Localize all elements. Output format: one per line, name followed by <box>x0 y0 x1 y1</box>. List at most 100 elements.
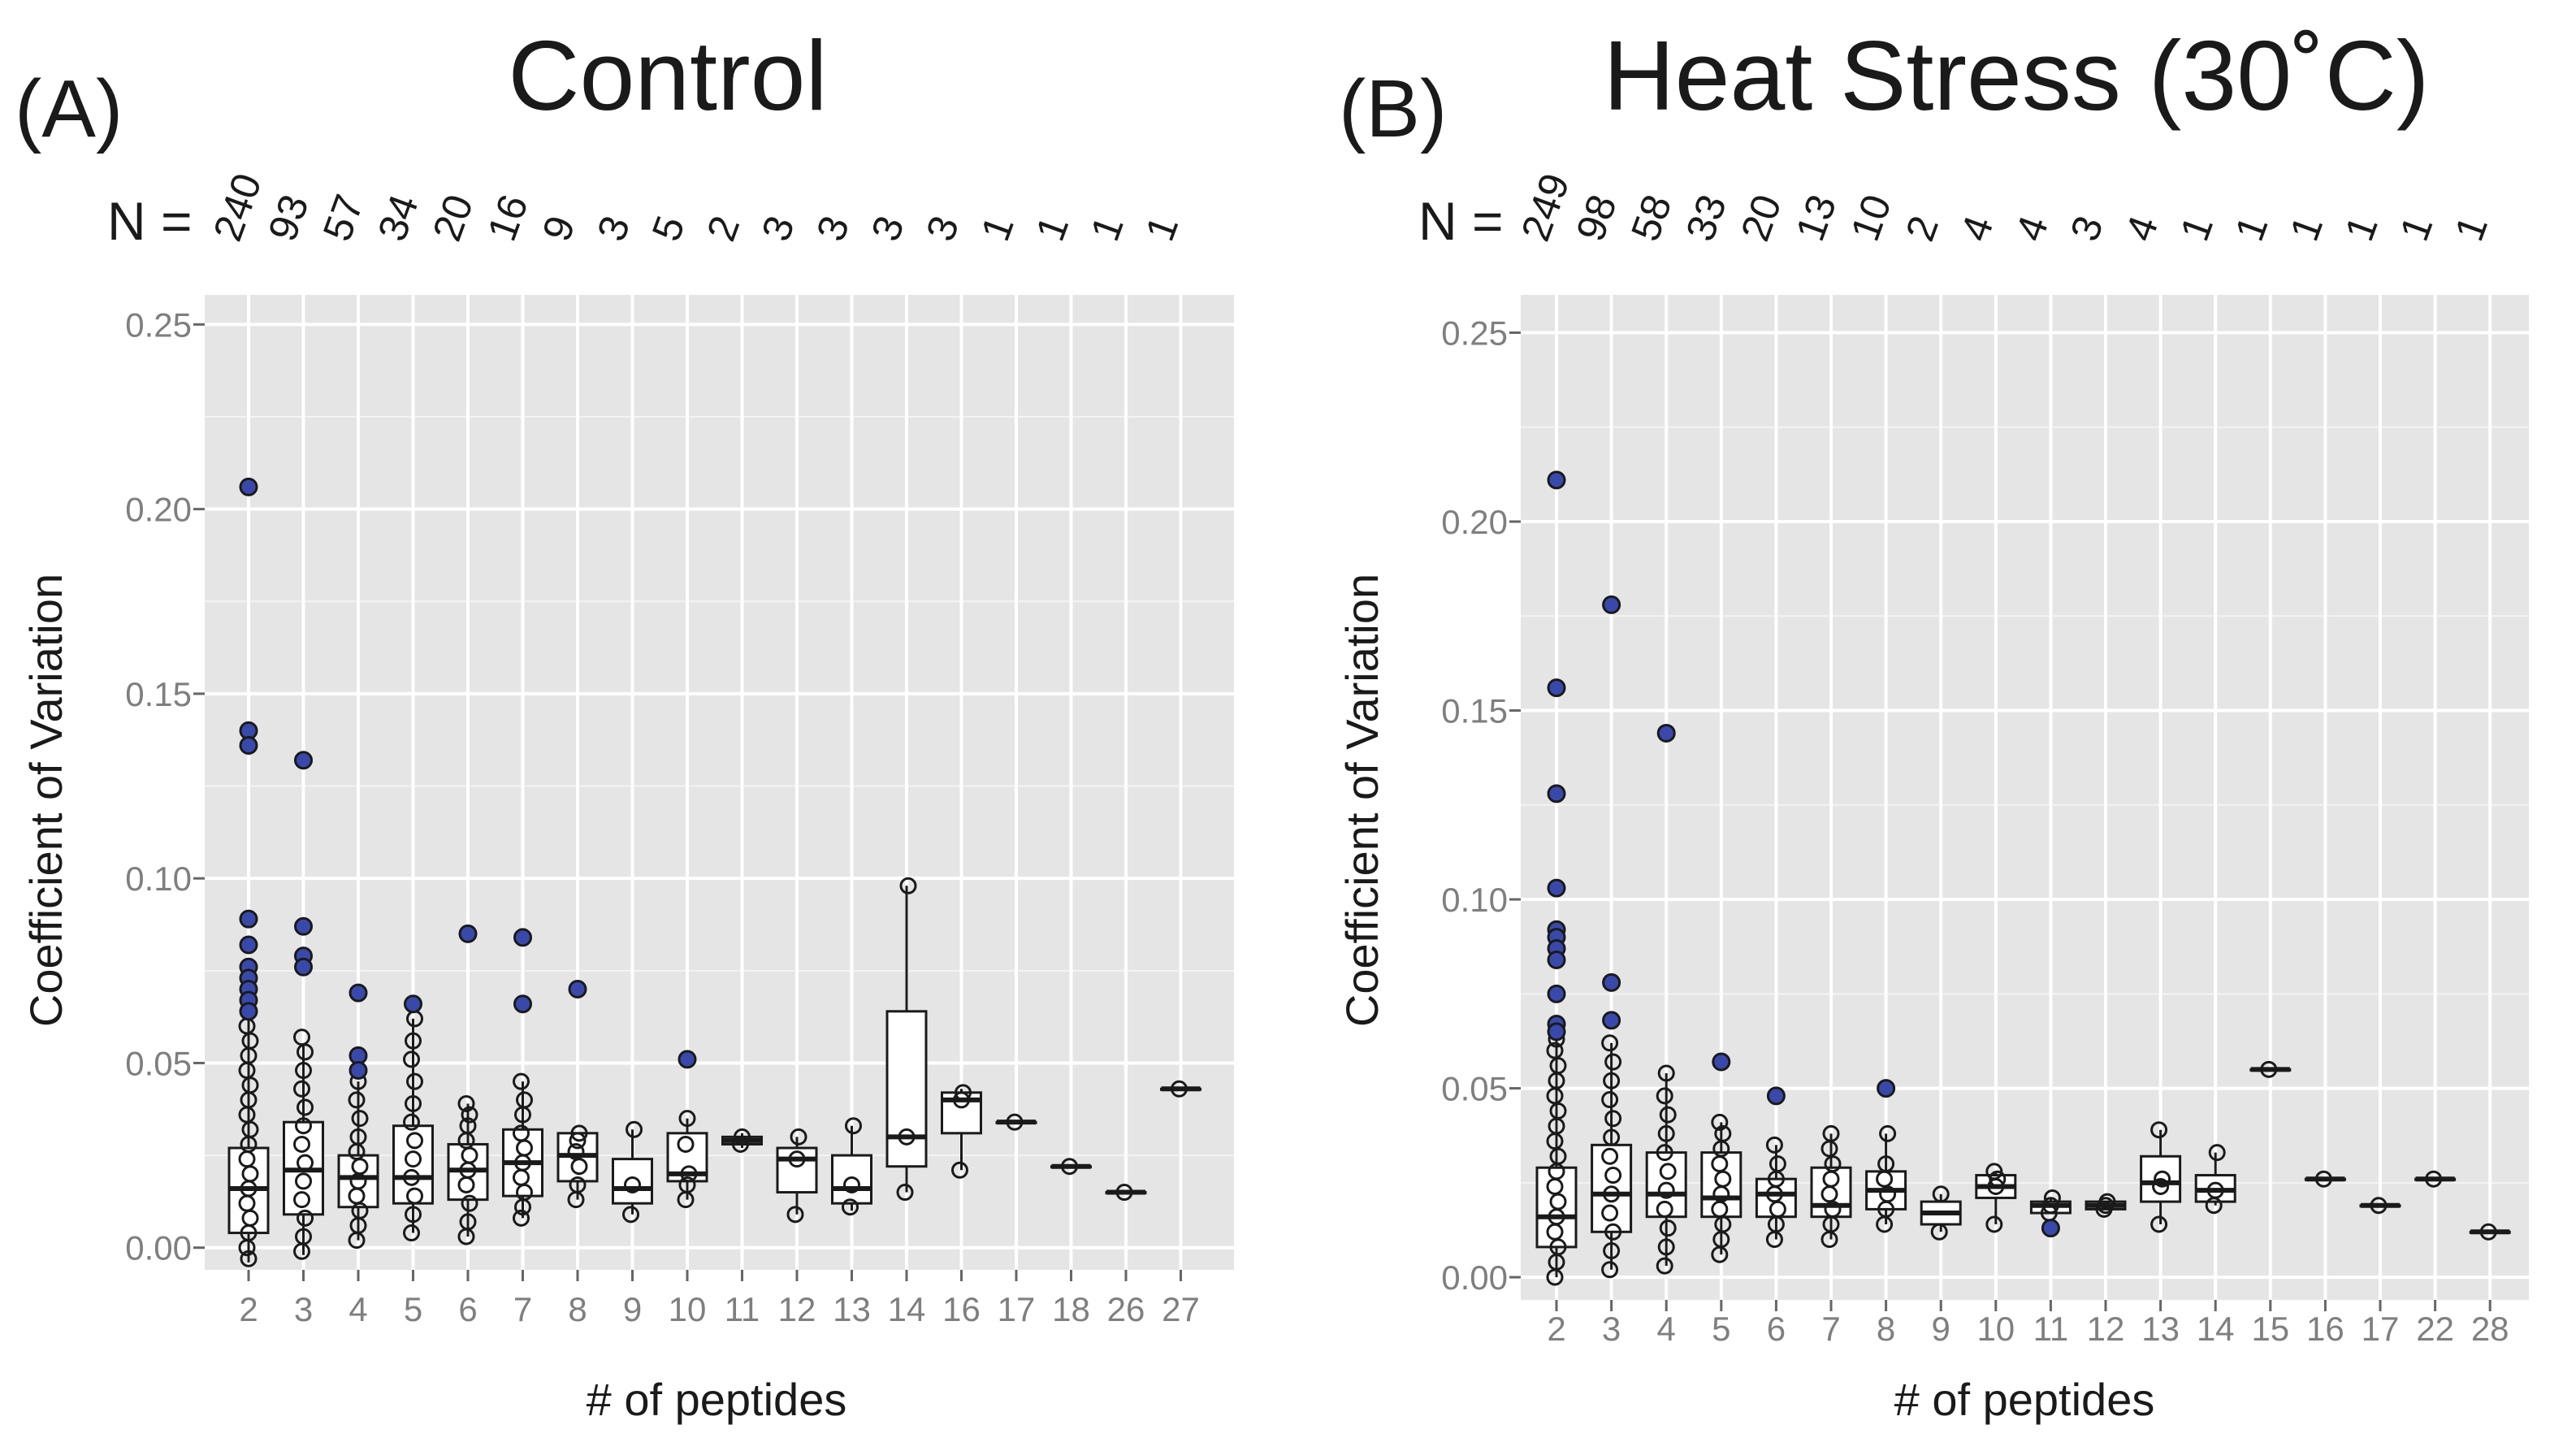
data-point <box>295 1172 312 1190</box>
y-tick-label: 0.15 <box>1441 692 1508 730</box>
box <box>1645 1151 1687 1219</box>
x-tick-label: 16 <box>942 1290 981 1328</box>
panel-a-background <box>205 295 1234 1270</box>
y-tick-label: 0.10 <box>125 860 192 898</box>
outlier-point <box>1602 1011 1621 1030</box>
outlier-point <box>1547 678 1566 698</box>
data-point <box>403 1113 420 1131</box>
x-tick-label: 8 <box>568 1290 587 1328</box>
box <box>392 1124 434 1205</box>
y-tick-label: 0.25 <box>125 305 192 344</box>
data-point <box>1601 1204 1619 1222</box>
n-count-label: 98 <box>1567 188 1626 246</box>
outlier-point <box>458 924 478 943</box>
x-tick-label: 10 <box>1976 1310 2015 1348</box>
panel-b-background <box>1521 295 2529 1300</box>
data-point <box>293 1029 310 1046</box>
data-point <box>951 1161 968 1179</box>
x-tick-label: 13 <box>833 1290 871 1328</box>
outlier-point <box>1547 784 1566 803</box>
x-tick-label: 2 <box>239 1290 258 1328</box>
data-point <box>348 1091 366 1109</box>
box <box>1591 1143 1633 1233</box>
box <box>1700 1151 1743 1219</box>
x-tick-label: 22 <box>2416 1310 2454 1348</box>
panel-a-x-ticks: 2 3 4 5 6 7 8 9 10 11 12 13 14 16 17 18 26 27 <box>239 1270 1200 1328</box>
panel-b-y-axis-title: Coefficient of Variation <box>1336 574 1388 1027</box>
n-count-label: 16 <box>478 188 537 246</box>
data-point <box>2098 1193 2116 1211</box>
outlier-point <box>239 736 258 756</box>
data-point <box>1061 1158 1078 1176</box>
data-point <box>1657 1064 1675 1082</box>
data-point <box>1656 1144 1673 1162</box>
outlier-point <box>1547 950 1566 969</box>
data-point <box>732 1135 749 1153</box>
n-count-label: 57 <box>314 188 373 246</box>
panel-b-marks <box>1535 470 2511 1286</box>
panel-b-y-ticks: 0.00 0.05 0.10 0.15 0.20 0.25 <box>1441 314 1521 1297</box>
data-point <box>680 1165 698 1183</box>
y-tick-label: 0.05 <box>125 1044 192 1082</box>
n-count-label: 1 <box>2227 210 2277 246</box>
x-tick-label: 6 <box>1767 1310 1786 1348</box>
n-count-label: 2 <box>698 210 748 246</box>
data-point <box>297 1209 314 1227</box>
panel-b-plot <box>1521 295 2529 1300</box>
data-point <box>1985 1163 2003 1180</box>
data-point <box>295 1062 312 1080</box>
n-count-label: 5 <box>643 210 694 246</box>
data-point <box>622 1206 639 1224</box>
n-count-label: 1 <box>1027 210 1077 246</box>
data-point <box>2314 1170 2332 1188</box>
data-point <box>790 1128 807 1146</box>
panel-b-grid <box>1521 295 2529 1300</box>
data-point <box>1603 1242 1621 1260</box>
box <box>831 1154 872 1205</box>
x-tick-label: 18 <box>1052 1290 1090 1328</box>
data-point <box>406 1072 423 1090</box>
data-point <box>1601 1261 1619 1279</box>
x-tick-label: 27 <box>1162 1290 1200 1328</box>
data-point <box>843 1176 860 1193</box>
n-count-label: 1 <box>1082 210 1132 246</box>
n-count-label: 1 <box>2391 210 2441 246</box>
data-point <box>1985 1215 2003 1233</box>
y-tick-label: 0.20 <box>1441 503 1508 541</box>
outlier-point <box>239 1002 258 1021</box>
data-point <box>461 1194 478 1212</box>
n-count-label: 240 <box>205 167 271 247</box>
x-tick-label: 14 <box>888 1290 926 1328</box>
data-point <box>677 1135 695 1153</box>
data-point <box>678 1176 696 1193</box>
data-point <box>2150 1121 2168 1139</box>
box <box>1810 1166 1852 1219</box>
box <box>612 1158 653 1205</box>
x-tick-label: 9 <box>1932 1310 1950 1348</box>
box <box>776 1146 818 1194</box>
n-count-label: 249 <box>1513 167 1578 247</box>
n-count-label: 3 <box>753 210 803 246</box>
data-point <box>1659 1219 1677 1237</box>
data-point <box>1006 1113 1024 1131</box>
data-point <box>461 1106 478 1124</box>
data-point <box>403 1168 420 1186</box>
x-tick-label: 6 <box>458 1290 477 1328</box>
data-point <box>1714 1124 1732 1142</box>
n-count-label: 1 <box>1136 210 1187 246</box>
n-count-label: 1 <box>972 210 1023 246</box>
data-point <box>2154 1170 2171 1188</box>
data-point <box>569 1176 587 1193</box>
n-count-label: 33 <box>1678 188 1736 246</box>
data-point <box>405 1094 422 1112</box>
n-count-label: 93 <box>259 188 318 246</box>
y-tick-label: 0.05 <box>1441 1070 1508 1108</box>
data-point <box>1657 1124 1675 1142</box>
data-point <box>1603 1072 1621 1089</box>
data-point <box>2152 1177 2170 1195</box>
data-point <box>1604 1167 1622 1185</box>
n-count-label: 1 <box>2281 210 2331 246</box>
outlier-point <box>239 909 258 929</box>
x-tick-label: 28 <box>2471 1310 2509 1348</box>
